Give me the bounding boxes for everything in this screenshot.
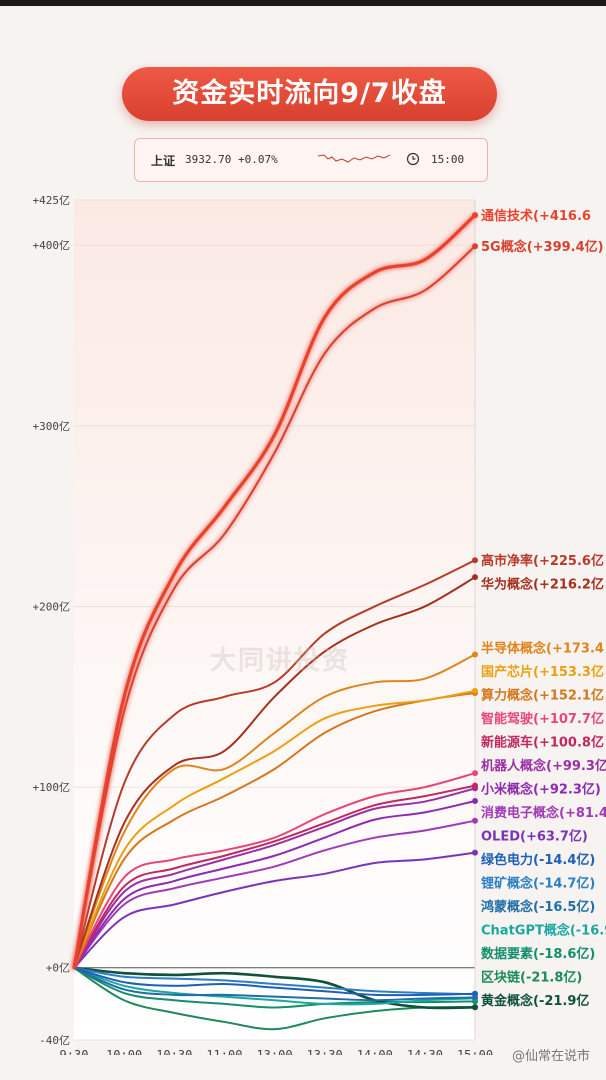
series-labels: 通信技术(+416.6 5G概念(+399.4亿) 高市净率(+225.6亿华为概念… [481, 208, 606, 1009]
series-line [73, 966, 476, 1002]
series-label: 华为概念(+216.2亿 [481, 577, 604, 593]
plot-area [74, 200, 475, 1040]
y-axis: +425亿 +400亿 +300亿 +200亿 +100亿 +0亿 -40亿 [33, 194, 71, 1047]
x-tick-label: 13:30 [307, 1048, 343, 1055]
series-label: OLED(+63.7亿) [481, 829, 588, 845]
series-line [73, 689, 476, 969]
x-tick-label: 14:30 [407, 1048, 443, 1055]
series-end-point [472, 990, 478, 997]
series-label: 鸿蒙概念(-16.5亿) [481, 899, 595, 915]
series-label: 区块链(-21.8亿) [481, 970, 582, 986]
series-end-point [472, 817, 478, 824]
series-line [72, 213, 477, 970]
series-label: 高市净率(+225.6亿 [481, 553, 604, 569]
series-line [73, 245, 476, 969]
series-end-point [472, 557, 478, 564]
series-line [73, 691, 476, 969]
y-tick-label: +400亿 [33, 239, 71, 252]
y-tick-label: +0亿 [46, 962, 70, 975]
index-name: 上证 [151, 154, 176, 168]
sparkline-icon [318, 154, 390, 163]
series-label: 国产芯片(+153.3亿 [481, 664, 604, 680]
index-card: 上证 3932.70 +0.07% 15:00 [134, 138, 488, 182]
x-tick-label: 14:00 [357, 1048, 393, 1055]
index-value: 3932.70 +0.07% [185, 153, 278, 166]
series-end-point [472, 651, 478, 658]
series-line [73, 800, 476, 969]
clock-icon [406, 152, 420, 166]
series-end-point [472, 1004, 478, 1011]
x-tick-label: 15:00 [457, 1048, 493, 1055]
series-end-point [472, 770, 478, 777]
y-tick-label: +200亿 [33, 600, 71, 613]
series-line [73, 559, 476, 969]
page-title: 资金实时流向9/7收盘 [122, 67, 497, 121]
series-label: ChatGPT概念(-16.9 [481, 923, 606, 939]
series-label: 5G概念(+399.4亿) [481, 239, 604, 255]
fund-flow-chart: +425亿 +400亿 +300亿 +200亿 +100亿 +0亿 -40亿 9:30 10:… [33, 194, 606, 1055]
series-line [73, 851, 476, 969]
watermark: 大同讲投资 [210, 646, 351, 676]
series-line [72, 966, 477, 1010]
series-label: 算力概念(+152.1亿 [481, 688, 604, 704]
grid [74, 199, 476, 1041]
series-label: 数据要素(-18.6亿) [481, 946, 595, 962]
y-tick-label: +300亿 [33, 420, 71, 433]
series-end-point [472, 687, 478, 694]
series-end-point [472, 798, 478, 805]
series-end-point [472, 574, 478, 581]
series-line [73, 966, 476, 1031]
y-tick-label: -40亿 [39, 1034, 70, 1047]
series-line [73, 772, 476, 969]
series-label: 通信技术(+416.6 [481, 208, 591, 224]
series-line [73, 966, 476, 997]
series-line [73, 819, 476, 969]
x-tick-label: 11:00 [206, 1048, 242, 1055]
series-line [73, 653, 476, 969]
series-line [73, 784, 476, 969]
x-axis: 9:30 10:00 10:30 11:00 13:00 13:30 14:00 14:30 1… [60, 1048, 494, 1055]
series-end-point [472, 782, 478, 789]
series-label: 新能源车(+100.8亿 [481, 735, 604, 751]
series-lines [72, 212, 478, 1031]
x-tick-label: 13:00 [256, 1048, 292, 1055]
series-line [73, 966, 476, 996]
status-bar [0, 0, 606, 6]
series-line [73, 576, 476, 969]
series-line [73, 966, 476, 1006]
index-time: 15:00 [431, 153, 465, 166]
y-tick-label: +425亿 [33, 194, 71, 207]
series-end-point [472, 212, 478, 219]
weibo-handle: @仙常在说市 [512, 1049, 591, 1064]
series-label: 黄金概念(-21.9亿 [481, 993, 589, 1009]
y-tick-label: +100亿 [33, 781, 71, 794]
series-end-point [472, 243, 478, 250]
series-end-point [472, 849, 478, 856]
series-label: 智能驾驶(+107.7亿 [481, 711, 604, 727]
series-line [73, 787, 476, 969]
series-label: 机器人概念(+99.3亿 [481, 758, 606, 774]
series-label: 半导体概念(+173.4 [481, 641, 604, 657]
series-label: 小米概念(+92.3亿) [481, 782, 601, 798]
series-label: 消费电子概念(+81.4 [481, 805, 606, 821]
series-label: 锂矿概念(-14.7亿) [481, 876, 595, 892]
x-tick-label: 9:30 [60, 1048, 89, 1055]
x-tick-label: 10:00 [106, 1048, 142, 1055]
x-tick-label: 10:30 [156, 1048, 192, 1055]
series-label: 绿色电力(-14.4亿) [481, 852, 595, 868]
